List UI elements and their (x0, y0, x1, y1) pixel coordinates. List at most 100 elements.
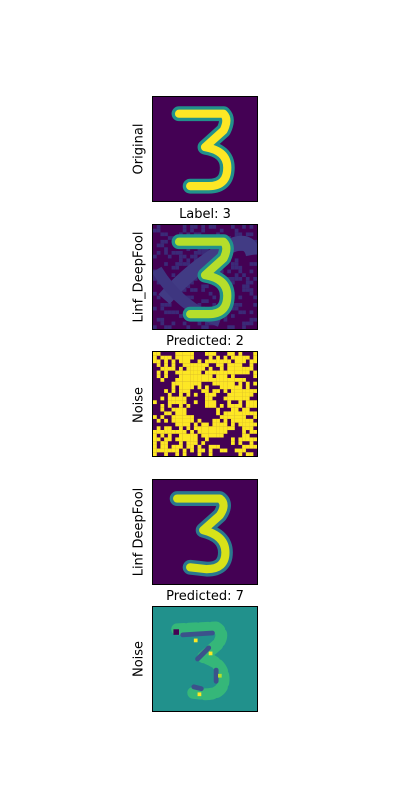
perturbation-pixel (234, 228, 239, 233)
noise-pixel (253, 389, 257, 393)
noise-pixel (153, 359, 157, 364)
noise-pixel (216, 407, 220, 412)
noise-pixel (249, 452, 254, 456)
noise-pixel (238, 370, 243, 375)
noise-pixel (171, 366, 176, 371)
noise-pixel (216, 433, 220, 438)
noise-pixel (227, 370, 232, 375)
noise-pixel (242, 415, 246, 419)
perturbation-pixel (156, 295, 161, 300)
noise-pixel (167, 411, 172, 416)
noise-pixel (193, 374, 198, 379)
noise-pixel (208, 378, 213, 382)
perturbation-pixel (234, 306, 239, 311)
perturbation-pixel (238, 269, 243, 274)
noise-pixel (164, 426, 168, 431)
perturbation-pixel (175, 310, 179, 315)
noise-pixel (193, 370, 198, 375)
noise-pixel (153, 430, 157, 434)
noise-pixel (156, 430, 161, 434)
perturbation-pixel (190, 280, 194, 285)
noise-pixel (175, 411, 180, 416)
noise-pixel (234, 359, 239, 364)
noise-pixel (238, 385, 243, 390)
noise-pixel (179, 426, 183, 431)
noise-pixel (249, 411, 254, 416)
noise-pixel (227, 400, 232, 405)
perturbation-pixel (182, 321, 187, 326)
noise-pixel (234, 448, 239, 453)
noise-pixel (197, 370, 202, 375)
noise-pixel (156, 363, 161, 367)
perturbation-pixel (160, 306, 165, 311)
noise-pixel (219, 426, 224, 431)
noise-pixel (175, 370, 180, 375)
noise-pixel (205, 374, 209, 379)
noise-pixel (167, 400, 172, 405)
noise-pixel (212, 378, 217, 382)
noise-pixel (156, 374, 161, 379)
noise-pixel (186, 363, 191, 367)
noise-pixel (182, 374, 187, 379)
perturbation-pixel (171, 265, 176, 270)
noise-pixel (171, 396, 176, 401)
perturbation-pixel (156, 251, 161, 255)
perturbation-pixel (242, 273, 246, 277)
noise-pixel (179, 411, 183, 416)
perturbation-pixel (160, 232, 165, 237)
noise-pixel (205, 437, 209, 442)
noise-pixel (227, 378, 232, 382)
noise-pixel (160, 355, 165, 360)
perturbation-pixel (231, 306, 235, 311)
perturbation-pixel (238, 232, 243, 237)
perturbation-pixel (171, 273, 176, 277)
perturbation-pixel (179, 262, 183, 266)
noise-pixel (175, 355, 180, 360)
noise-pixel (212, 433, 217, 438)
perturbation-pixel (238, 277, 243, 281)
perturbation-pixel (197, 247, 202, 251)
perturbation-pixel (197, 232, 202, 237)
perturbation-pixel (231, 225, 235, 229)
perturbation-pixel (208, 291, 213, 296)
noise-pixel (227, 415, 232, 419)
noise-pixel (193, 437, 198, 442)
noise-pixel (153, 433, 157, 438)
noise-pixel (160, 433, 165, 438)
noise-pixel (208, 430, 213, 434)
noise-pixel (223, 381, 228, 386)
perturbation-pixel (231, 277, 235, 281)
noise-pixel (208, 355, 213, 360)
noise-pixel (208, 352, 213, 356)
noise-pixel (190, 448, 194, 453)
perturbation-pixel (186, 258, 191, 263)
noise-pixel (253, 437, 257, 442)
noise-pixel (223, 415, 228, 419)
noise-pixel (186, 415, 191, 419)
perturbation-pixel (238, 303, 243, 307)
noise-pixel (216, 374, 220, 379)
noise-pixel (242, 437, 246, 442)
perturbation-pixel (227, 269, 231, 274)
noise-pixel (208, 452, 213, 456)
noise-pixel (253, 400, 257, 405)
noise-pixel (160, 404, 165, 408)
perturbation-pixel (160, 317, 165, 322)
perturbation-pixel (186, 247, 191, 251)
noise-pixel (231, 385, 235, 390)
noise-pixel (253, 374, 257, 379)
noise-pixel (253, 352, 257, 356)
noise-pixel (201, 433, 206, 438)
noise-pixel (171, 400, 176, 405)
noise-pixel (223, 448, 228, 453)
noise-pixel (253, 359, 257, 364)
perturbation-pixel (193, 288, 198, 292)
perturbation-pixel (249, 288, 254, 292)
noise-pixel (223, 411, 228, 416)
perturbation-pixel (242, 284, 246, 289)
noise-pixel (242, 430, 246, 434)
noise-pixel (227, 426, 232, 431)
noise-pixel (231, 392, 235, 397)
noise-pixel (182, 448, 187, 453)
noise-pixel (242, 418, 246, 423)
